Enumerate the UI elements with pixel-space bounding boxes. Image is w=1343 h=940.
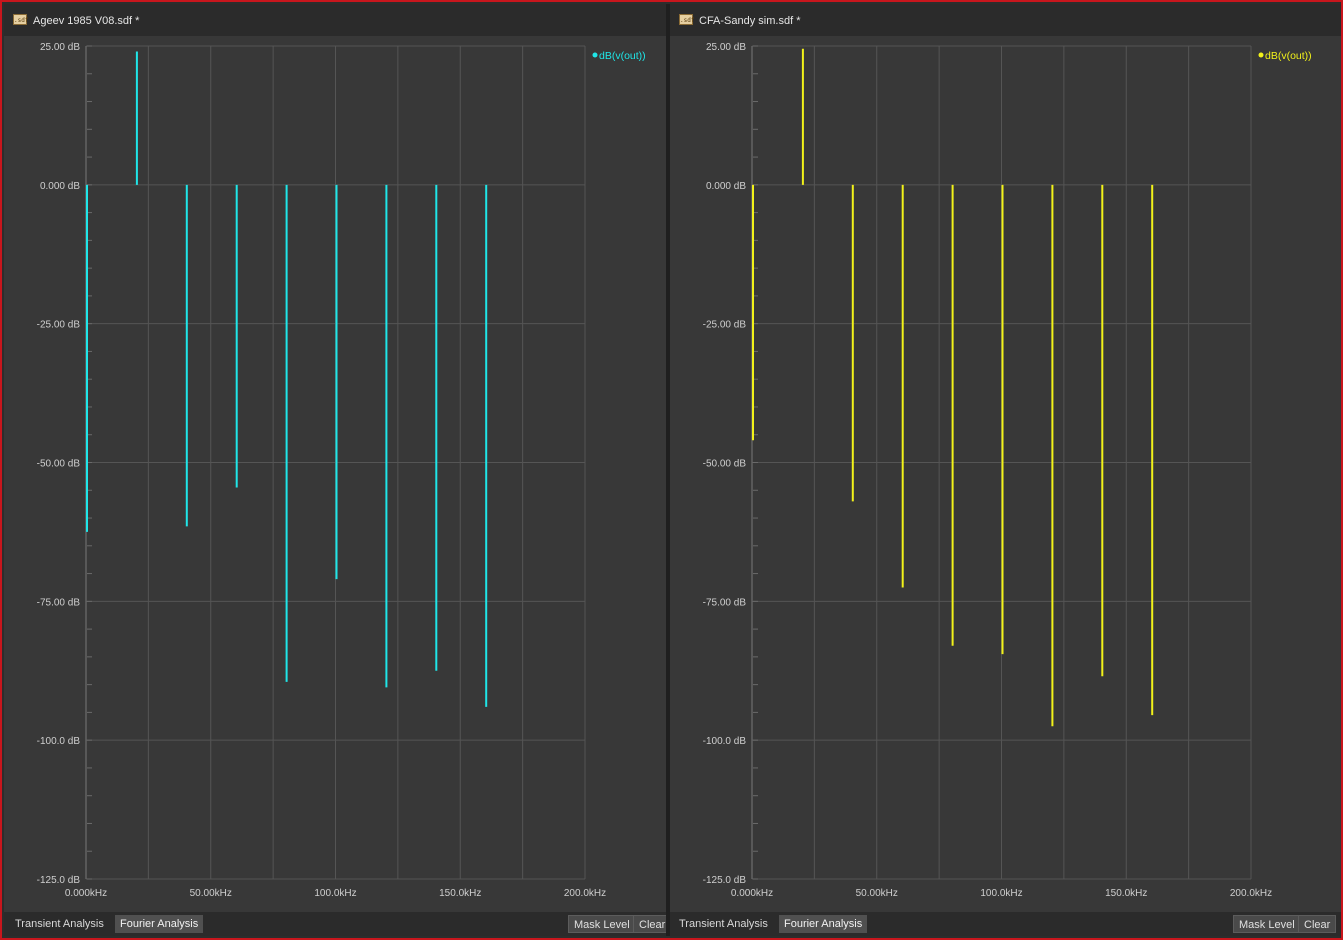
tab-fourier-analysis[interactable]: Fourier Analysis [779,915,868,933]
y-tick-label: 25.00 dB [706,42,746,53]
tab-transient-analysis[interactable]: Transient Analysis [679,918,768,930]
y-tick-label: 25.00 dB [40,42,80,53]
left-document-pane: .sdf Ageev 1985 V08.sdf * 25.00 dB 0.000 … [4,4,672,936]
x-tick-label: 50.00kHz [190,888,232,899]
right-document-pane: .sdf CFA-Sandy sim.sdf * 25.00 dB 0.000 d… [670,4,1341,936]
y-tick-label: 0.000 dB [706,181,746,192]
mask-level-button[interactable]: Mask Level [568,915,636,933]
x-tick-label: 150.0kHz [1105,888,1147,899]
right-bottom-bar: Transient Analysis Fourier Analysis Mask… [670,912,1341,936]
x-tick-label: 0.000kHz [65,888,107,899]
x-tick-label: 50.00kHz [856,888,898,899]
y-tick-label: -25.00 dB [37,320,81,331]
tab-transient-analysis[interactable]: Transient Analysis [15,918,104,930]
mask-level-button[interactable]: Mask Level [1233,915,1301,933]
y-tick-label: -100.0 dB [37,736,81,747]
left-bottom-bar: Transient Analysis Fourier Analysis Mask… [4,912,672,936]
y-tick-label: -125.0 dB [703,875,747,886]
y-tick-label: 0.000 dB [40,181,80,192]
left-title-bar[interactable]: .sdf Ageev 1985 V08.sdf * [4,4,666,36]
x-tick-label: 150.0kHz [439,888,481,899]
pane-divider[interactable] [666,4,670,936]
legend-label[interactable]: dB(v(out)) [1265,50,1312,62]
legend-marker [1258,52,1264,58]
clear-button[interactable]: Clear [633,915,672,933]
y-tick-label: -75.00 dB [703,597,747,608]
right-fourier-chart[interactable]: 25.00 dB 0.000 dB -25.00 dB -50.00 dB -75.00… [670,36,1341,914]
right-document-title: CFA-Sandy sim.sdf * [699,15,801,27]
x-tick-label: 0.000kHz [731,888,773,899]
x-tick-label: 100.0kHz [314,888,356,899]
y-tick-label: -25.00 dB [703,320,747,331]
document-sdf-icon: .sdf [13,14,28,25]
x-tick-label: 100.0kHz [980,888,1022,899]
document-sdf-icon: .sdf [679,14,694,25]
y-tick-label: -125.0 dB [37,875,81,886]
y-tick-label: -75.00 dB [37,597,81,608]
left-document-title: Ageev 1985 V08.sdf * [33,15,140,27]
x-tick-label: 200.0kHz [1230,888,1272,899]
legend-label[interactable]: dB(v(out)) [599,50,646,62]
y-tick-label: -50.00 dB [703,459,747,470]
tab-fourier-analysis[interactable]: Fourier Analysis [115,915,204,933]
y-tick-label: -100.0 dB [703,736,747,747]
right-title-bar[interactable]: .sdf CFA-Sandy sim.sdf * [670,4,1341,36]
y-tick-label: -50.00 dB [37,459,81,470]
right-plot-area[interactable]: 25.00 dB 0.000 dB -25.00 dB -50.00 dB -75.00… [670,36,1341,914]
clear-button[interactable]: Clear [1298,915,1337,933]
x-tick-label: 200.0kHz [564,888,606,899]
left-plot-area[interactable]: 25.00 dB 0.000 dB -25.00 dB -50.00 dB -75.00… [4,36,666,914]
legend-marker [592,52,598,58]
left-fourier-chart[interactable]: 25.00 dB 0.000 dB -25.00 dB -50.00 dB -75.00… [4,36,666,914]
